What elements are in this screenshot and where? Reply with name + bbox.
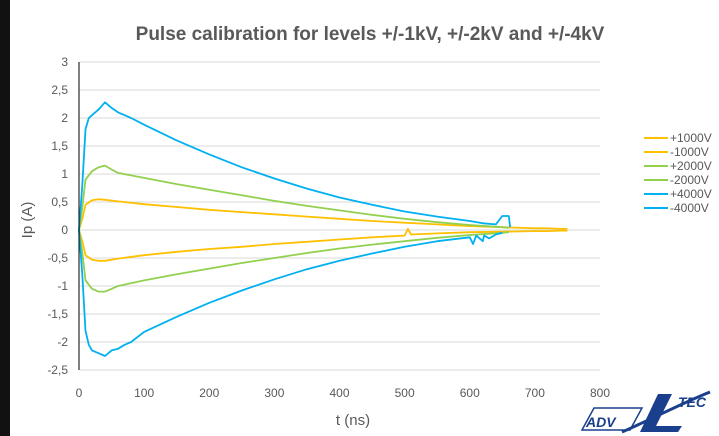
y-axis-title: Ip (A) [19, 202, 36, 239]
x-tick-label: 700 [525, 386, 545, 400]
chart-title: Pulse calibration for levels +/-1kV, +/-… [136, 24, 605, 45]
y-tick-label: -0,5 [47, 251, 68, 265]
x-tick-label: 400 [329, 386, 349, 400]
y-tick-label: -1,5 [47, 307, 68, 321]
series-line [78, 229, 509, 293]
logo-text-adv: ADV [585, 414, 617, 430]
x-tick-label: 800 [590, 386, 610, 400]
legend: +1000V-1000V+2000V-2000V+4000V-4000V [644, 131, 712, 215]
legend-label: -1000V [670, 145, 709, 159]
series-line [78, 198, 568, 231]
x-tick-label: 200 [199, 386, 219, 400]
y-tick-label: 0 [61, 223, 68, 237]
legend-label: -4000V [670, 201, 709, 215]
series-lines [78, 101, 568, 357]
x-tick-label: 0 [76, 386, 83, 400]
legend-label: +1000V [670, 131, 712, 145]
x-tick-label: 600 [460, 386, 480, 400]
x-tick-label: 500 [395, 386, 415, 400]
series-line [78, 229, 503, 357]
chart-frame: Pulse calibration for levels +/-1kV, +/-… [10, 0, 719, 436]
grid-lines [79, 61, 600, 371]
series-line [78, 227, 568, 262]
y-tick-label: 2 [61, 111, 68, 125]
axes: 3 2,5 2 1,5 1 0,5 0 -0,5 -1 -1,5 -2 -2,5 0 100 200 300 4… [47, 55, 610, 400]
y-tick-label: -2,5 [47, 363, 68, 377]
y-tick-label: 3 [61, 55, 68, 69]
y-tick-label: 1 [61, 167, 68, 181]
series-line [78, 101, 511, 231]
y-tick-label: 0,5 [51, 195, 68, 209]
y-tick-label: 2,5 [51, 83, 68, 97]
x-axis-title: t (ns) [336, 412, 370, 429]
y-tick-label: -2 [57, 335, 68, 349]
logo-text-tec: TEC [678, 394, 707, 410]
y-tick-label: -1 [57, 279, 68, 293]
advetec-logo: ADV TEC [580, 390, 711, 434]
series-line [78, 164, 509, 231]
legend-label: +4000V [670, 187, 712, 201]
x-tick-label: 100 [134, 386, 154, 400]
line-chart: Pulse calibration for levels +/-1kV, +/-… [19, 24, 712, 434]
y-tick-label: 1,5 [51, 139, 68, 153]
legend-label: -2000V [670, 173, 709, 187]
legend-label: +2000V [670, 159, 712, 173]
x-tick-label: 300 [264, 386, 284, 400]
